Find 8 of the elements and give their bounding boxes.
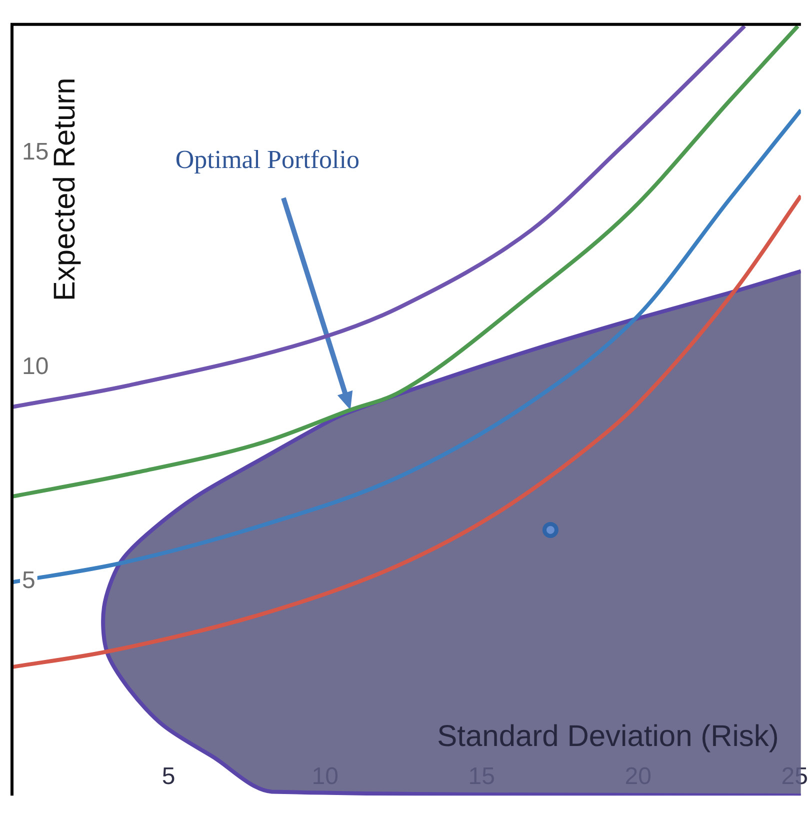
y-tick-label: 10	[22, 352, 49, 380]
annotation: Optimal Portfolio	[175, 144, 360, 174]
y-tick-label: 15	[22, 138, 49, 166]
y-tick-label: 5	[22, 567, 36, 594]
y-axis-title: Expected Return	[48, 78, 82, 302]
line-series	[12, 24, 747, 409]
x-axis-title: Standard Deviation (Risk)	[437, 720, 779, 753]
line-series	[12, 24, 800, 499]
